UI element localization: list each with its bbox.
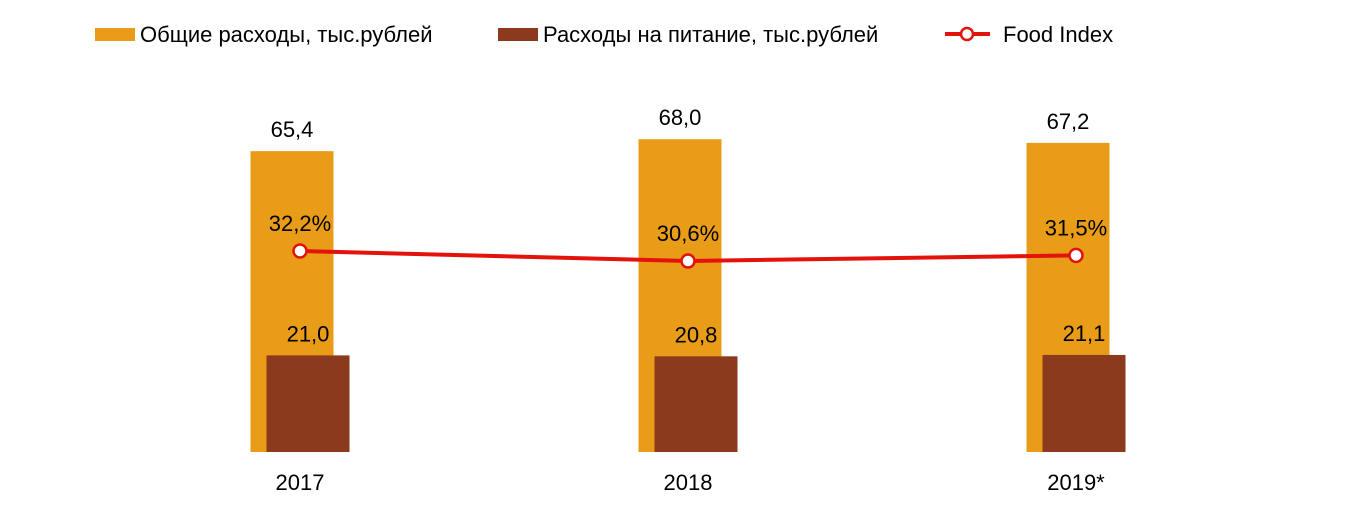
label-food-2: 21,1 xyxy=(1063,321,1106,346)
legend-swatch-food-index-marker xyxy=(959,26,975,42)
legend-item-total: Общие расходы, тыс.рублей xyxy=(95,22,433,47)
food-index-point-0 xyxy=(292,243,308,259)
bar-food-0 xyxy=(266,355,350,452)
label-total-2: 67,2 xyxy=(1047,109,1090,134)
food-index-point-2 xyxy=(1068,247,1084,264)
x-tick-1: 2018 xyxy=(664,470,713,495)
food-index-label-1: 30,6% xyxy=(657,221,719,246)
label-food-1: 20,8 xyxy=(675,322,718,347)
food-index-label-0: 32,2% xyxy=(269,211,331,236)
legend-label-food-index: Food Index xyxy=(1003,22,1113,47)
label-total-1: 68,0 xyxy=(659,105,702,130)
x-tick-2: 2019* xyxy=(1047,470,1105,495)
bar-food-2 xyxy=(1042,354,1126,452)
legend-label-total: Общие расходы, тыс.рублей xyxy=(140,22,433,47)
food-index-point-1 xyxy=(680,253,696,269)
label-total-0: 65,4 xyxy=(271,117,314,142)
food-index-label-2: 31,5% xyxy=(1045,215,1107,240)
legend-swatch-total xyxy=(95,28,135,41)
legend-item-food-index: Food Index xyxy=(945,22,1113,47)
x-tick-0: 2017 xyxy=(276,470,325,495)
legend-swatch-food xyxy=(498,28,538,41)
legend-label-food: Расходы на питание, тыс.рублей xyxy=(543,22,878,47)
plot-area: 65,4 21,0 2017 68,0 20,8 2018 67,2 21,1 2019* 32,… xyxy=(250,105,1126,495)
label-food-0: 21,0 xyxy=(287,321,330,346)
bar-food-1 xyxy=(654,356,738,452)
legend: Общие расходы, тыс.рублей Расходы на пит… xyxy=(95,22,1113,47)
legend-item-food: Расходы на питание, тыс.рублей xyxy=(498,22,878,47)
